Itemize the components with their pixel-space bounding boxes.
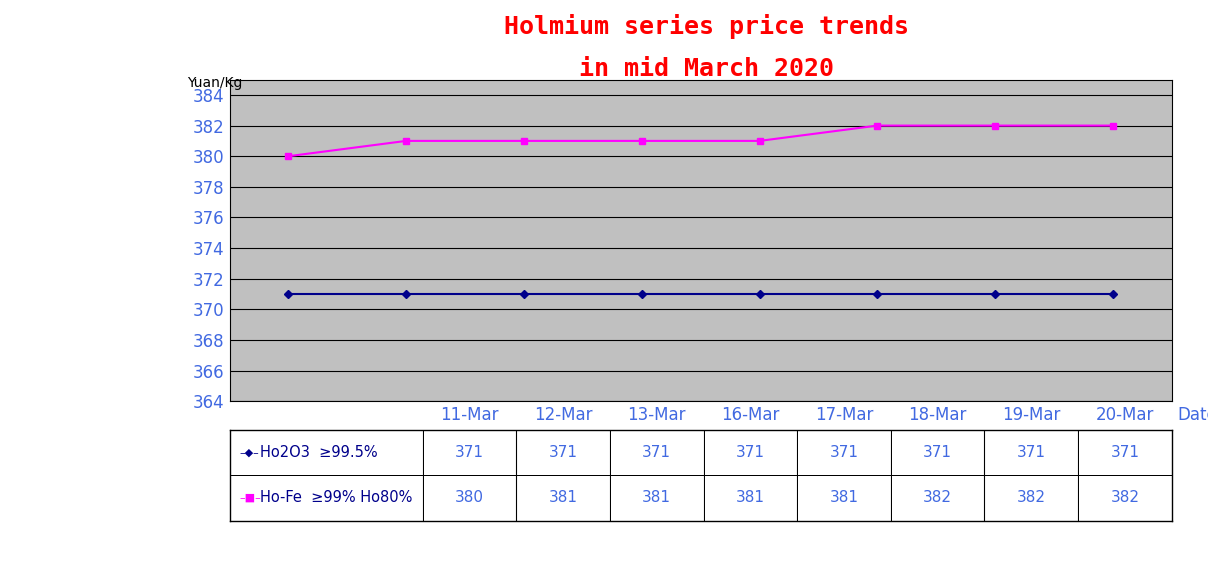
Text: Date: Date xyxy=(1178,406,1208,424)
Text: Ho2O3  ≥99.5%: Ho2O3 ≥99.5% xyxy=(260,445,377,460)
Text: in mid March 2020: in mid March 2020 xyxy=(579,57,835,81)
Line: Ho-Fe  ≥99% Ho80%: Ho-Fe ≥99% Ho80% xyxy=(285,123,1116,159)
Ho2O3  ≥99.5% xyxy=(281,291,296,298)
Text: 382: 382 xyxy=(923,490,952,505)
Ho2O3  ≥99.5% xyxy=(870,291,884,298)
Ho2O3  ≥99.5% xyxy=(517,291,532,298)
Ho2O3  ≥99.5% xyxy=(399,291,413,298)
Text: 371: 371 xyxy=(455,445,484,460)
Text: Yuan/Kg: Yuan/Kg xyxy=(187,76,243,89)
Text: 371: 371 xyxy=(1017,445,1046,460)
Text: 381: 381 xyxy=(548,490,577,505)
Text: 371: 371 xyxy=(643,445,672,460)
Text: 18-Mar: 18-Mar xyxy=(908,406,966,424)
Text: Ho-Fe  ≥99% Ho80%: Ho-Fe ≥99% Ho80% xyxy=(260,490,412,505)
Text: 380: 380 xyxy=(455,490,484,505)
Text: –◆–: –◆– xyxy=(239,447,259,457)
Text: 20-Mar: 20-Mar xyxy=(1096,406,1154,424)
Text: 381: 381 xyxy=(830,490,859,505)
Text: 371: 371 xyxy=(923,445,952,460)
Text: 12-Mar: 12-Mar xyxy=(534,406,592,424)
Text: 371: 371 xyxy=(1110,445,1139,460)
Ho-Fe  ≥99% Ho80% xyxy=(870,122,884,129)
Text: 382: 382 xyxy=(1017,490,1046,505)
Text: 11-Mar: 11-Mar xyxy=(440,406,499,424)
Text: 382: 382 xyxy=(1110,490,1139,505)
Ho-Fe  ≥99% Ho80% xyxy=(1105,122,1120,129)
Text: 371: 371 xyxy=(548,445,577,460)
Ho-Fe  ≥99% Ho80% xyxy=(281,153,296,160)
Text: –■–: –■– xyxy=(239,493,261,503)
Text: 381: 381 xyxy=(643,490,672,505)
Ho-Fe  ≥99% Ho80% xyxy=(753,138,767,145)
Text: 381: 381 xyxy=(736,490,765,505)
Text: 19-Mar: 19-Mar xyxy=(1003,406,1061,424)
Text: Holmium series price trends: Holmium series price trends xyxy=(504,14,910,39)
Text: 16-Mar: 16-Mar xyxy=(721,406,779,424)
Text: 371: 371 xyxy=(830,445,859,460)
Ho2O3  ≥99.5% xyxy=(753,291,767,298)
Ho2O3  ≥99.5% xyxy=(634,291,649,298)
Ho-Fe  ≥99% Ho80% xyxy=(988,122,1003,129)
Ho2O3  ≥99.5% xyxy=(988,291,1003,298)
Ho-Fe  ≥99% Ho80% xyxy=(517,138,532,145)
Text: 17-Mar: 17-Mar xyxy=(815,406,873,424)
Ho-Fe  ≥99% Ho80% xyxy=(399,138,413,145)
Ho-Fe  ≥99% Ho80% xyxy=(634,138,649,145)
Line: Ho2O3  ≥99.5%: Ho2O3 ≥99.5% xyxy=(285,291,1116,297)
Text: 371: 371 xyxy=(736,445,765,460)
Text: 13-Mar: 13-Mar xyxy=(627,406,686,424)
Ho2O3  ≥99.5% xyxy=(1105,291,1120,298)
